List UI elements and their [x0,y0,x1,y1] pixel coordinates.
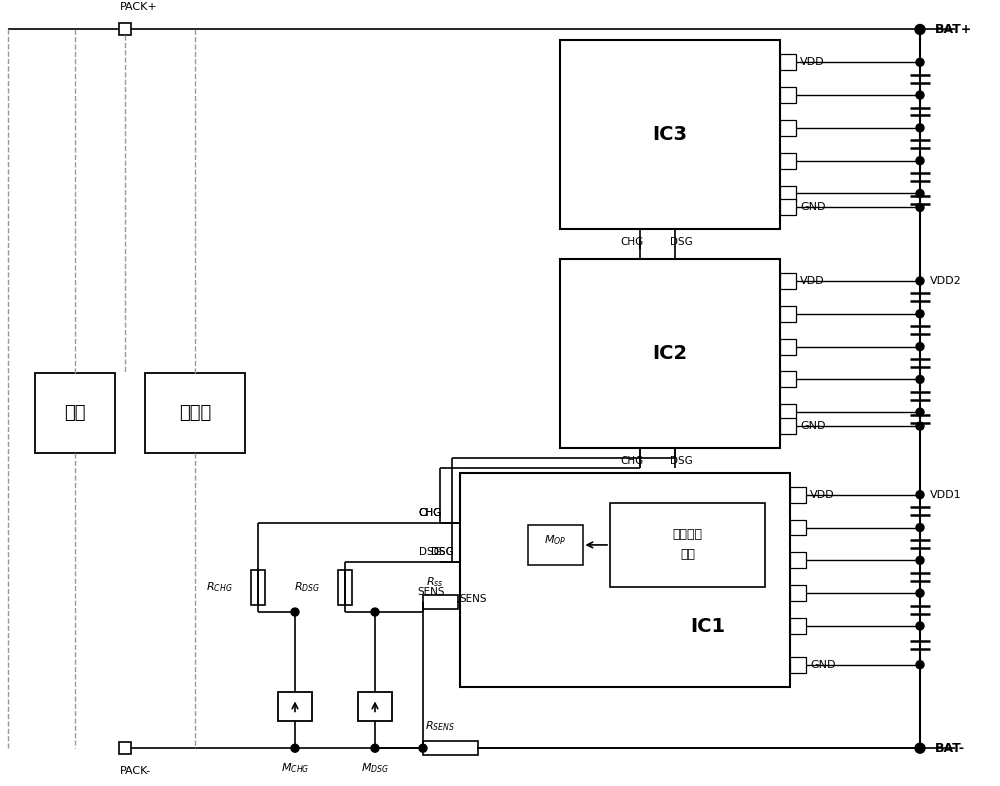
Text: $M_{DSG}$: $M_{DSG}$ [361,761,389,775]
Circle shape [916,156,924,164]
Text: DSG: DSG [431,547,454,557]
Circle shape [916,91,924,99]
Bar [35,373,115,453]
Text: GND: GND [800,421,826,432]
Bar [460,473,790,687]
Text: SENS: SENS [418,587,445,597]
Text: 充电器: 充电器 [179,404,211,422]
Bar [610,503,765,587]
Circle shape [916,408,924,416]
Text: 电路: 电路 [680,549,695,561]
Bar [251,570,265,604]
Circle shape [916,58,924,66]
Circle shape [915,744,925,753]
Bar [790,553,806,568]
Bar [358,692,392,722]
Bar [790,618,806,634]
Bar [790,586,806,601]
Bar [422,595,458,609]
Bar [780,200,796,215]
Bar [780,87,796,103]
Bar [780,54,796,70]
Bar [422,741,478,755]
Bar [780,372,796,387]
Circle shape [916,556,924,564]
Text: $M_{OP}$: $M_{OP}$ [544,533,566,547]
Text: $R_{ss}$: $R_{ss}$ [426,575,444,589]
Text: VDD1: VDD1 [930,490,962,500]
Text: PACK-: PACK- [120,766,151,776]
Circle shape [371,744,379,752]
Bar [560,40,780,230]
Text: VDD2: VDD2 [930,276,962,286]
Bar [780,404,796,421]
Bar [780,185,796,201]
Text: CHG: CHG [620,237,643,248]
Circle shape [291,608,299,616]
Circle shape [291,744,299,752]
Bar [790,657,806,673]
Circle shape [916,277,924,285]
Circle shape [371,608,379,616]
Bar [790,487,806,503]
Text: CHG: CHG [620,456,643,466]
Text: CHG: CHG [419,508,442,518]
Text: CHG: CHG [419,508,442,518]
Text: $R_{SENS}$: $R_{SENS}$ [425,719,455,733]
Bar [780,152,796,169]
Circle shape [915,24,925,35]
Bar [790,520,806,535]
Circle shape [916,622,924,630]
Text: SENS: SENS [459,594,486,604]
Circle shape [916,422,924,430]
Circle shape [916,124,924,132]
Circle shape [916,490,924,498]
Text: 过压检测: 过压检测 [672,528,702,542]
Text: GND: GND [800,203,826,212]
Text: VDD: VDD [800,57,825,68]
Text: PACK+: PACK+ [120,2,158,12]
Text: CHG: CHG [419,508,442,518]
Text: IC1: IC1 [690,618,725,637]
Text: 负载: 负载 [64,404,86,422]
Text: DSG: DSG [419,547,442,557]
Bar [780,120,796,136]
Text: BAT+: BAT+ [935,23,972,36]
Circle shape [916,204,924,211]
Bar [560,259,780,448]
Circle shape [419,744,427,752]
Circle shape [916,376,924,384]
Bar [528,525,582,565]
Bar [780,339,796,354]
Text: DSG: DSG [670,456,693,466]
Text: DSG: DSG [431,547,454,557]
Text: GND: GND [810,659,836,670]
Circle shape [916,189,924,197]
Text: $M_{CHG}$: $M_{CHG}$ [281,761,309,775]
Text: BAT-: BAT- [935,742,965,755]
Text: $R_{CHG}$: $R_{CHG}$ [206,580,233,594]
Bar [338,570,352,604]
Bar [780,306,796,321]
Bar [119,24,131,35]
Text: $R_{DSG}$: $R_{DSG}$ [294,580,320,594]
Text: DSG: DSG [670,237,693,248]
Circle shape [916,310,924,318]
Bar [780,418,796,434]
Bar [780,273,796,289]
Circle shape [916,590,924,597]
Bar [278,692,312,722]
Circle shape [916,661,924,669]
Circle shape [916,343,924,351]
Text: VDD: VDD [800,276,825,286]
Bar [119,742,131,755]
Text: IC2: IC2 [652,344,688,363]
Text: VDD: VDD [810,490,835,500]
Bar [145,373,245,453]
Circle shape [916,523,924,531]
Text: IC3: IC3 [652,125,688,145]
